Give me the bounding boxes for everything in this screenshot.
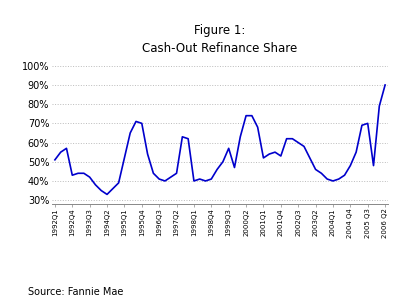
Text: Source: Fannie Mae: Source: Fannie Mae bbox=[28, 287, 123, 297]
Title: Figure 1:
Cash-Out Refinance Share: Figure 1: Cash-Out Refinance Share bbox=[142, 24, 298, 55]
